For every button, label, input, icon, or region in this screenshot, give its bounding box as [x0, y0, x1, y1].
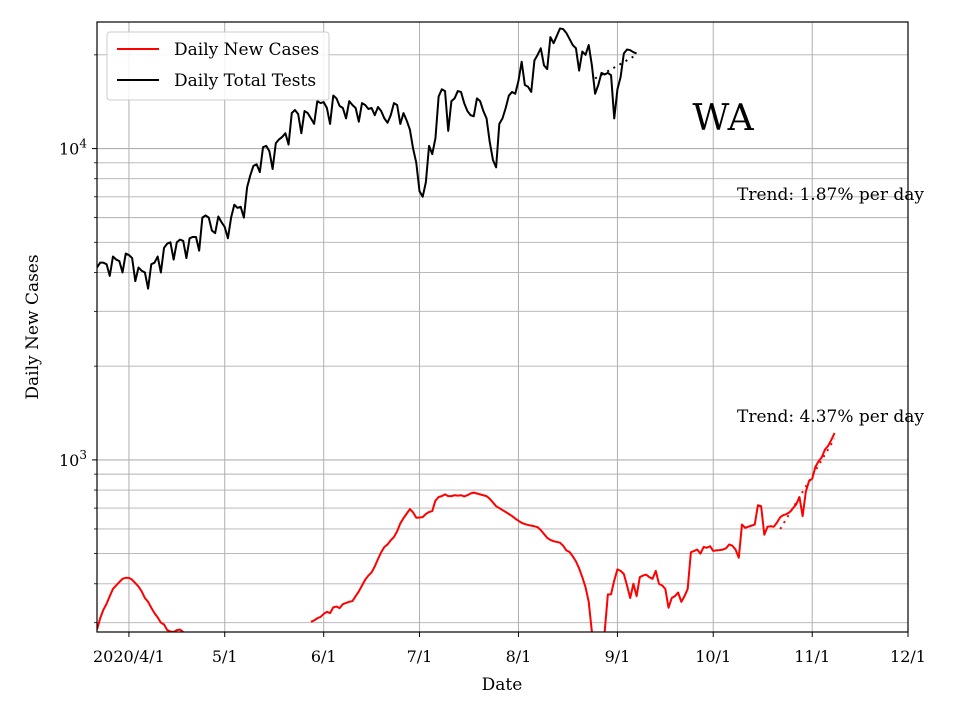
plot-frame — [96, 21, 909, 633]
x-tick-label: 5/1 — [212, 647, 238, 666]
annotation-cases-trend: Trend: 4.37% per day — [737, 407, 924, 427]
legend: Daily New Cases Daily Total Tests — [106, 31, 330, 101]
annotation-tests-trend: Trend: 1.87% per day — [737, 185, 924, 205]
legend-box — [106, 31, 330, 101]
x-tick-label: 11/1 — [794, 647, 830, 666]
x-axis-label: Date — [482, 675, 523, 695]
tick-layer: 2020/4/1 5/1 6/1 7/1 8/1 9/1 10/1 11/1 12/1 103 10… — [59, 54, 926, 666]
x-tick-label: 8/1 — [506, 647, 532, 666]
state-label: WA — [692, 98, 754, 139]
y-tick-label: 104 — [59, 137, 87, 159]
y-tick-label: 103 — [59, 448, 87, 470]
x-tick-label: 12/1 — [890, 647, 926, 666]
x-tick-label: 7/1 — [407, 647, 433, 666]
x-tick-label: 9/1 — [605, 647, 631, 666]
grid — [97, 22, 909, 632]
x-tick-label: 10/1 — [695, 647, 731, 666]
legend-label-daily-new-cases: Daily New Cases — [174, 40, 319, 60]
x-tick-label: 6/1 — [311, 647, 337, 666]
y-axis-label: Daily New Cases — [23, 254, 43, 399]
trend-line-daily-total-tests — [594, 53, 638, 80]
series-layer — [97, 27, 836, 632]
x-tick-label: 2020/4/1 — [93, 647, 165, 666]
series-line-daily-total-tests — [97, 27, 637, 290]
legend-label-daily-total-tests: Daily Total Tests — [174, 71, 316, 91]
